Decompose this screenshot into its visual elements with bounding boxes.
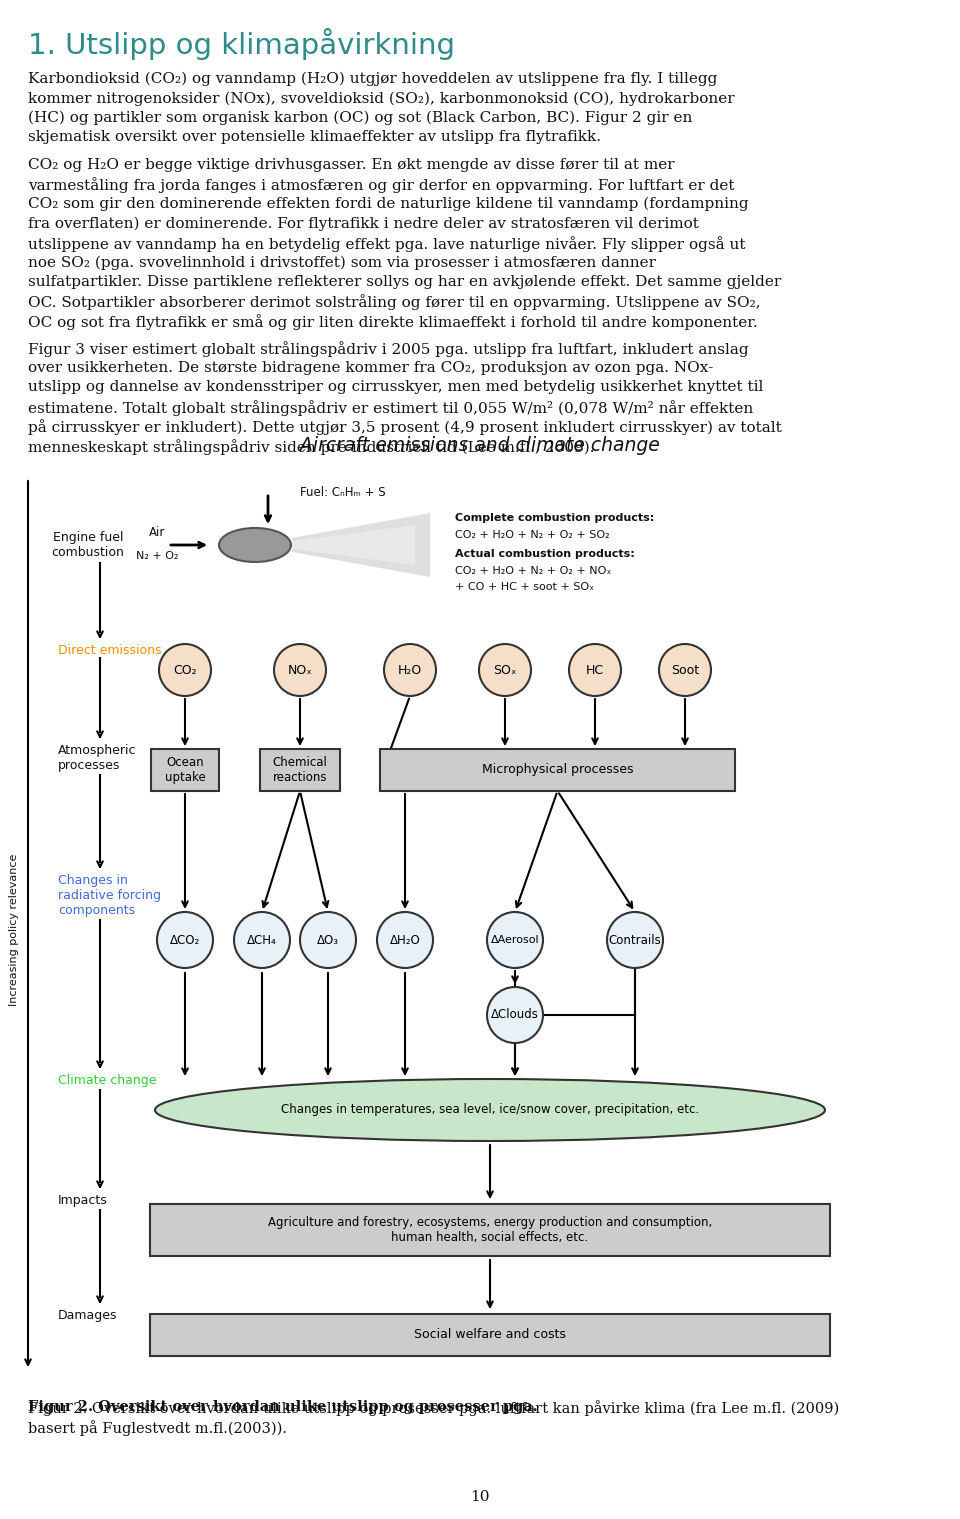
Text: CO₂ som gir den dominerende effekten fordi de naturlige kildene til vanndamp (fo: CO₂ som gir den dominerende effekten for… — [28, 197, 749, 211]
Text: Figur 2. Oversikt over hvordan ulike utslipp og prosesser pga.: Figur 2. Oversikt over hvordan ulike uts… — [28, 1401, 542, 1414]
Circle shape — [607, 911, 663, 968]
Text: CO₂: CO₂ — [173, 664, 197, 676]
Text: Air: Air — [149, 526, 165, 539]
Text: N₂ + O₂: N₂ + O₂ — [135, 551, 179, 561]
Text: Changes in
radiative forcing
components: Changes in radiative forcing components — [58, 873, 161, 917]
Text: Microphysical processes: Microphysical processes — [482, 764, 634, 776]
Text: 10: 10 — [470, 1490, 490, 1504]
Text: 1. Utslipp og klimapåvirkning: 1. Utslipp og klimapåvirkning — [28, 27, 455, 59]
Text: CO₂ + H₂O + N₂ + O₂ + SO₂: CO₂ + H₂O + N₂ + O₂ + SO₂ — [455, 530, 610, 539]
FancyBboxPatch shape — [151, 749, 219, 791]
Circle shape — [274, 644, 326, 696]
Text: basert på Fuglestvedt m.fl.(2003)).: basert på Fuglestvedt m.fl.(2003)). — [28, 1420, 287, 1435]
Text: skjematisk oversikt over potensielle klimaeffekter av utslipp fra flytrafikk.: skjematisk oversikt over potensielle kli… — [28, 131, 601, 144]
Text: fra overflaten) er dominerende. For flytrafikk i nedre deler av stratosfæren vil: fra overflaten) er dominerende. For flyt… — [28, 217, 699, 231]
Circle shape — [479, 644, 531, 696]
Text: Direct emissions: Direct emissions — [58, 644, 161, 658]
Circle shape — [659, 644, 711, 696]
Text: Engine fuel
combustion: Engine fuel combustion — [52, 532, 125, 559]
FancyBboxPatch shape — [150, 1314, 830, 1356]
Text: Aircraft emissions and climate change: Aircraft emissions and climate change — [300, 436, 660, 456]
Text: Ocean
uptake: Ocean uptake — [164, 756, 205, 784]
Text: Increasing policy relevance: Increasing policy relevance — [9, 854, 19, 1006]
Circle shape — [569, 644, 621, 696]
Text: ΔClouds: ΔClouds — [492, 1009, 539, 1021]
Text: over usikkerheten. De største bidragene kommer fra CO₂, produksjon av ozon pga. : over usikkerheten. De største bidragene … — [28, 362, 713, 375]
Text: ΔH₂O: ΔH₂O — [390, 934, 420, 946]
Text: CO₂ og H₂O er begge viktige drivhusgasser. En økt mengde av disse fører til at m: CO₂ og H₂O er begge viktige drivhusgasse… — [28, 158, 675, 172]
Text: noe SO₂ (pga. svovelinnhold i drivstoffet) som via prosesser i atmosfæren danner: noe SO₂ (pga. svovelinnhold i drivstoffe… — [28, 255, 656, 270]
Text: NOₓ: NOₓ — [288, 664, 312, 676]
Polygon shape — [292, 513, 430, 577]
Text: Soot: Soot — [671, 664, 699, 676]
Circle shape — [157, 911, 213, 968]
Circle shape — [487, 911, 543, 968]
Text: SOₓ: SOₓ — [493, 664, 516, 676]
Text: HC: HC — [586, 664, 604, 676]
FancyBboxPatch shape — [380, 749, 735, 791]
Text: Figur 3 viser estimert globalt strålingspådriv i 2005 pga. utslipp fra luftfart,: Figur 3 viser estimert globalt strålings… — [28, 342, 749, 357]
Text: utslipp og dannelse av kondensstriper og cirrusskyer, men med betydelig usikkerh: utslipp og dannelse av kondensstriper og… — [28, 380, 763, 395]
Text: Agriculture and forestry, ecosystems, energy production and consumption,
human h: Agriculture and forestry, ecosystems, en… — [268, 1217, 712, 1244]
FancyBboxPatch shape — [260, 749, 340, 791]
Circle shape — [384, 644, 436, 696]
Text: (HC) og partikler som organisk karbon (OC) og sot (Black Carbon, BC). Figur 2 gi: (HC) og partikler som organisk karbon (O… — [28, 111, 692, 126]
Text: ΔCO₂: ΔCO₂ — [170, 934, 200, 946]
Text: Karbondioksid (CO₂) og vanndamp (H₂O) utgjør hoveddelen av utslippene fra fly. I: Karbondioksid (CO₂) og vanndamp (H₂O) ut… — [28, 71, 717, 87]
Text: + CO + HC + soot + SOₓ: + CO + HC + soot + SOₓ — [455, 582, 594, 592]
Polygon shape — [292, 526, 415, 565]
Text: utslippene av vanndamp ha en betydelig effekt pga. lave naturlige nivåer. Fly sl: utslippene av vanndamp ha en betydelig e… — [28, 235, 746, 252]
Text: CO₂ + H₂O + N₂ + O₂ + NOₓ: CO₂ + H₂O + N₂ + O₂ + NOₓ — [455, 567, 612, 576]
Ellipse shape — [219, 529, 291, 562]
Text: Figur 2. Oversikt over hvordan ulike utslipp og prosesser pga. luftfart kan påvi: Figur 2. Oversikt over hvordan ulike uts… — [28, 1401, 839, 1416]
FancyBboxPatch shape — [150, 1205, 830, 1256]
Text: Impacts: Impacts — [58, 1194, 108, 1208]
Text: OC. Sotpartikler absorberer derimot solstråling og fører til en oppvarming. Utsl: OC. Sotpartikler absorberer derimot sols… — [28, 295, 760, 310]
Text: OC og sot fra flytrafikk er små og gir liten direkte klimaeffekt i forhold til a: OC og sot fra flytrafikk er små og gir l… — [28, 314, 757, 330]
Text: Contrails: Contrails — [609, 934, 661, 946]
Circle shape — [487, 987, 543, 1044]
Text: Changes in temperatures, sea level, ice/snow cover, precipitation, etc.: Changes in temperatures, sea level, ice/… — [281, 1103, 699, 1116]
Circle shape — [234, 911, 290, 968]
Text: ΔAerosol: ΔAerosol — [491, 936, 540, 945]
Text: Complete combustion products:: Complete combustion products: — [455, 513, 655, 523]
Circle shape — [377, 911, 433, 968]
Text: Fuel: CₙHₘ + S: Fuel: CₙHₘ + S — [300, 486, 386, 498]
Text: Actual combustion products:: Actual combustion products: — [455, 548, 635, 559]
Text: sulfatpartikler. Disse partiklene reflekterer sollys og har en avkjølende effekt: sulfatpartikler. Disse partiklene reflek… — [28, 275, 781, 289]
Text: ΔCH₄: ΔCH₄ — [247, 934, 276, 946]
Text: Social welfare and costs: Social welfare and costs — [414, 1329, 566, 1341]
Text: på cirrusskyer er inkludert). Dette utgjør 3,5 prosent (4,9 prosent inkludert ci: på cirrusskyer er inkludert). Dette utgj… — [28, 419, 781, 436]
Text: kommer nitrogenoksider (NOx), svoveldioksid (SO₂), karbonmonoksid (CO), hydrokar: kommer nitrogenoksider (NOx), svoveldiok… — [28, 91, 734, 106]
Text: estimatene. Totalt globalt strålingspådriv er estimert til 0,055 W/m² (0,078 W/m: estimatene. Totalt globalt strålingspådr… — [28, 399, 754, 416]
Text: Climate change: Climate change — [58, 1074, 156, 1088]
Circle shape — [159, 644, 211, 696]
Ellipse shape — [155, 1078, 825, 1141]
Circle shape — [300, 911, 356, 968]
Text: Damages: Damages — [58, 1309, 117, 1322]
Text: varmeståling fra jorda fanges i atmosfæren og gir derfor en oppvarming. For luft: varmeståling fra jorda fanges i atmosfær… — [28, 178, 734, 193]
Text: menneskeskapt strålingspådriv siden pre-industriell tid (Lee m.fl., 2009).: menneskeskapt strålingspådriv siden pre-… — [28, 439, 594, 454]
Text: Chemical
reactions: Chemical reactions — [273, 756, 327, 784]
Text: Atmospheric
processes: Atmospheric processes — [58, 744, 136, 772]
Text: H₂O: H₂O — [397, 664, 422, 676]
Text: ΔO₃: ΔO₃ — [317, 934, 339, 946]
